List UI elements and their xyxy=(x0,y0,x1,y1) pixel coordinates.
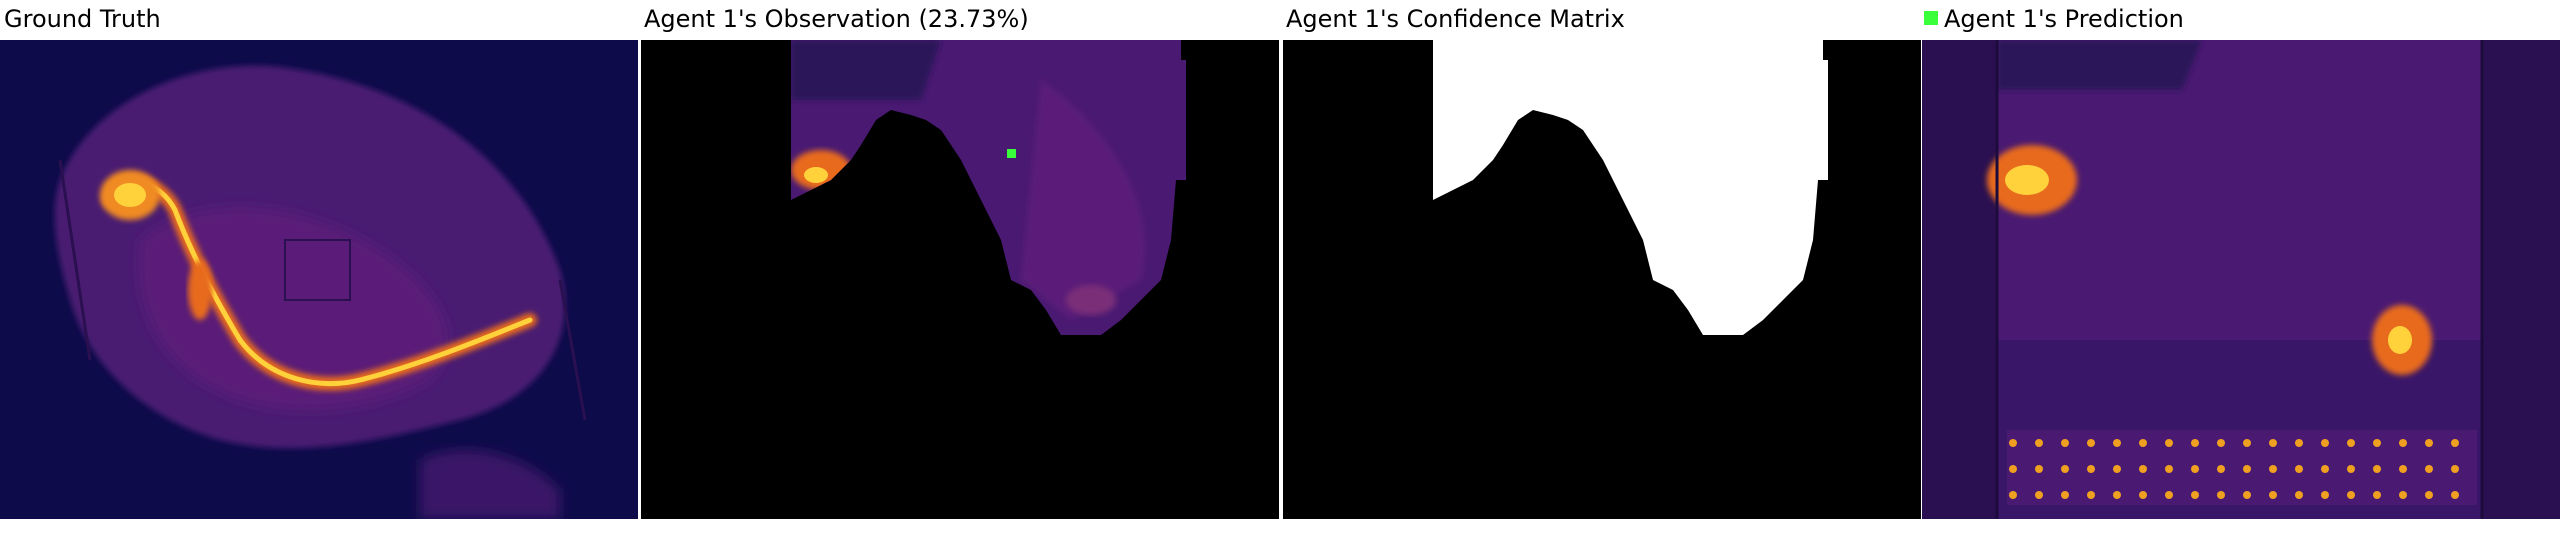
confidence-matrix-mask xyxy=(1283,40,1921,519)
observation-image xyxy=(641,40,1279,519)
legend-label: Agent 1's Prediction xyxy=(1944,5,2184,33)
agent-marker-icon xyxy=(1007,149,1016,158)
prediction-image xyxy=(1922,40,2560,519)
panel-title-ground-truth: Ground Truth xyxy=(4,5,161,33)
panel-title-prediction: Agent 1's Prediction xyxy=(1924,2,2184,36)
observation-heatmap xyxy=(641,40,1279,519)
panel-title-confidence: Agent 1's Confidence Matrix xyxy=(1286,5,1625,33)
ground-truth-image xyxy=(0,40,638,519)
green-square-icon xyxy=(1924,11,1938,25)
confidence-matrix-image xyxy=(1283,40,1921,519)
prediction-heatmap xyxy=(1922,40,2560,519)
ground-truth-heatmap xyxy=(0,40,638,519)
panel-title-observation: Agent 1's Observation (23.73%) xyxy=(644,5,1029,33)
